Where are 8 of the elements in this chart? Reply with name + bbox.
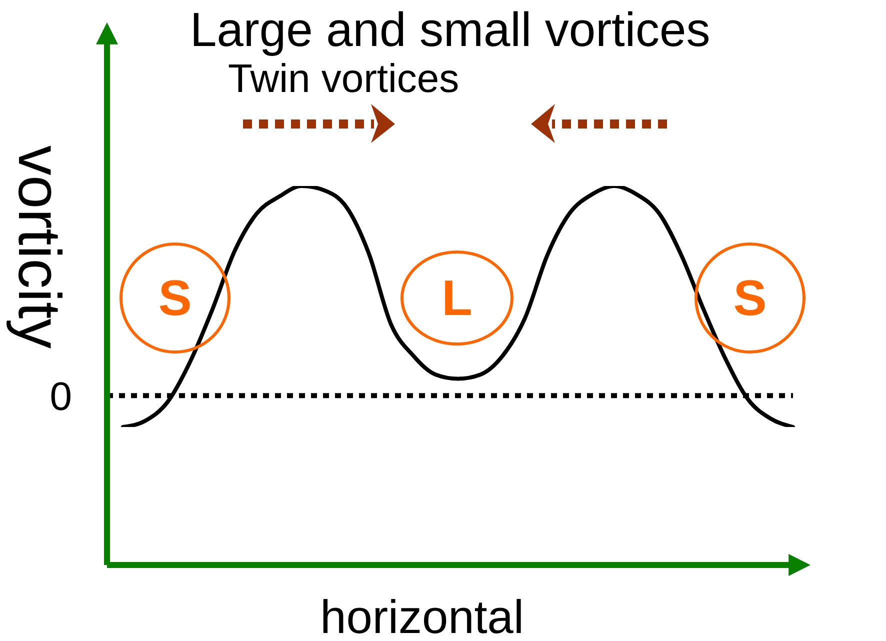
chart-subtitle: Twin vortices (228, 57, 460, 101)
chart-title: Large and small vortices (190, 4, 710, 57)
y-axis-title: vorticity (6, 145, 74, 349)
ref-line-label: 0 (50, 374, 72, 419)
annotation: L (442, 270, 472, 326)
annotation: S (733, 270, 767, 326)
annotation: S (158, 270, 192, 326)
x-axis-title: horizontal (320, 590, 524, 641)
